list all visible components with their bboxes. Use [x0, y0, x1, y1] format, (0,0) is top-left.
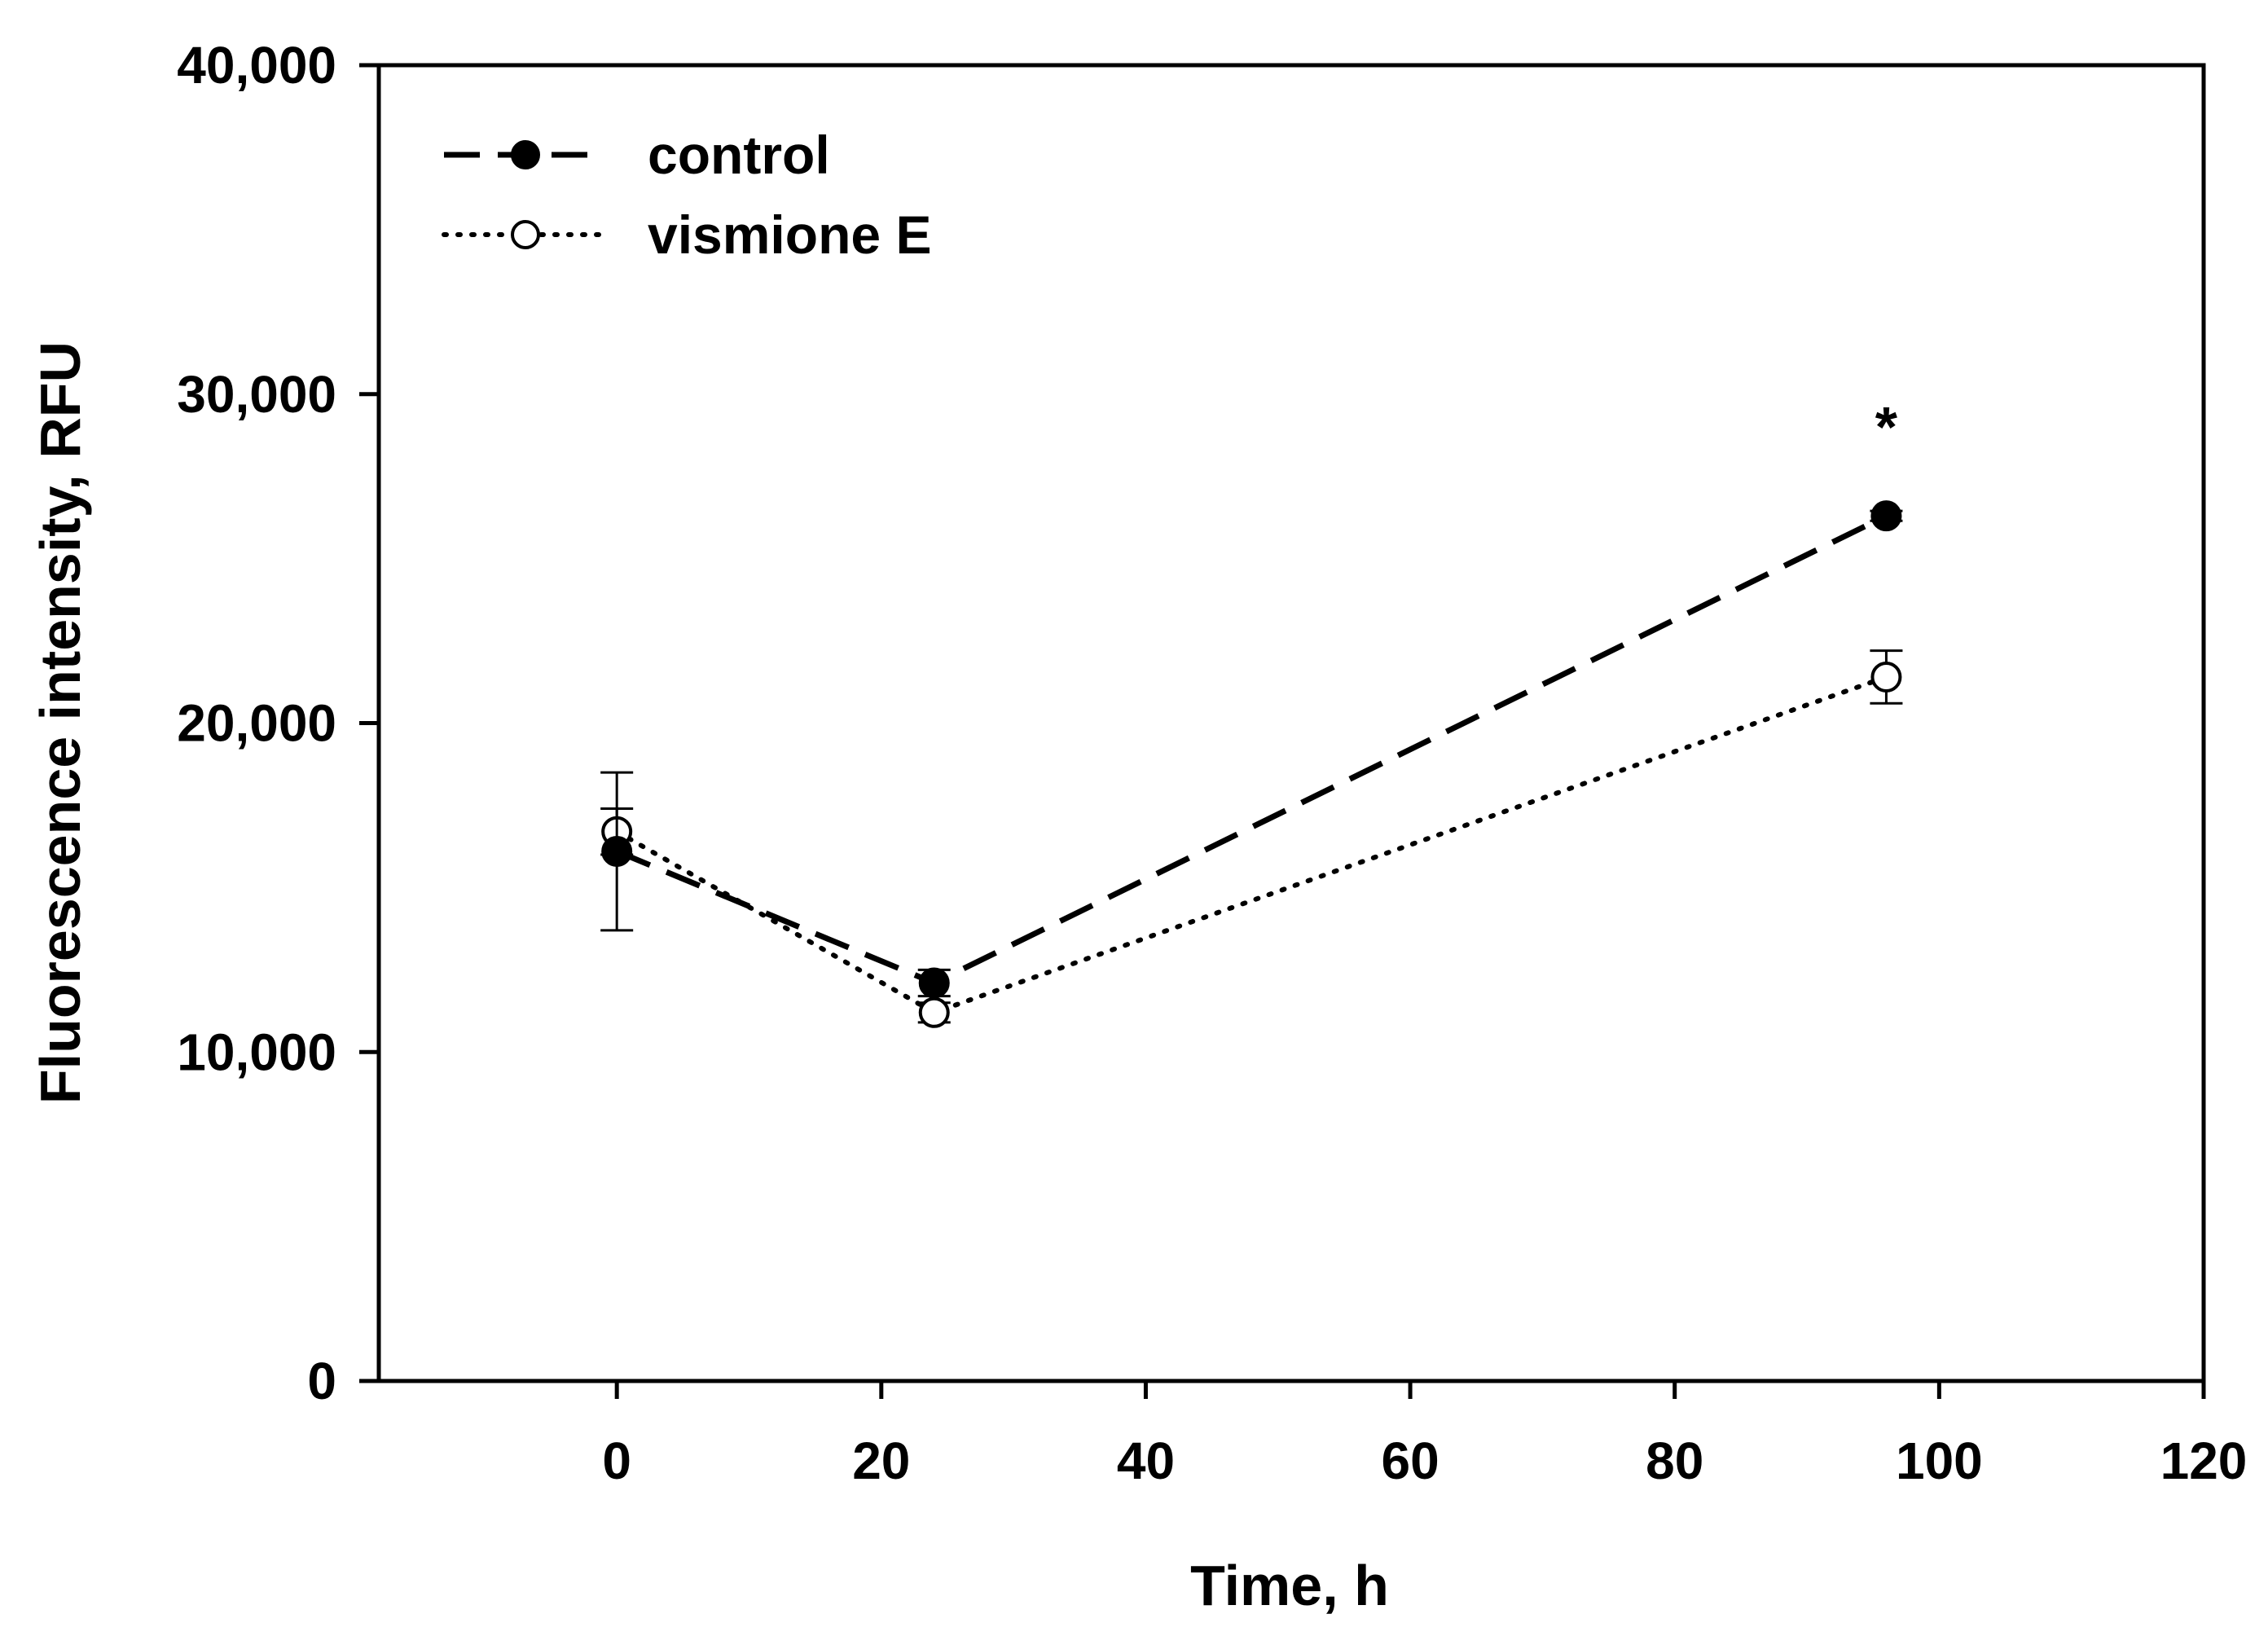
point-control-96: [1870, 500, 1902, 532]
series-control: [600, 500, 1903, 999]
y-tick-label-0: 0: [307, 1352, 336, 1410]
x-tick-label-80: 80: [1646, 1432, 1703, 1490]
y-tick-label-40000: 40,000: [177, 36, 336, 95]
y-tick-label-30000: 30,000: [177, 365, 336, 424]
series-line-control: [615, 512, 1888, 987]
legend-label-control: control: [648, 125, 830, 185]
series-line-vismione-e: [614, 674, 1889, 1016]
significance-asterisk: *: [1875, 395, 1898, 459]
x-tick-label-120: 120: [2160, 1432, 2248, 1490]
series-vismione-e: [600, 649, 1903, 1028]
y-tick-label-20000: 20,000: [177, 694, 336, 753]
series-layer: [600, 500, 1903, 1028]
x-tick-label-40: 40: [1117, 1432, 1175, 1490]
x-axis-title: Time, h: [1190, 1554, 1389, 1617]
legend-marker-vismione-e: [511, 220, 540, 249]
x-tick-label-0: 0: [602, 1432, 631, 1490]
legend: control vismione E: [442, 125, 931, 265]
x-tick-label-60: 60: [1381, 1432, 1439, 1490]
x-tick-label-100: 100: [1896, 1432, 1983, 1490]
y-axis-title: Fluorescence intensity, RFU: [29, 341, 92, 1104]
legend-label-vismione-e: vismione E: [648, 204, 931, 265]
point-control-24: [918, 967, 950, 999]
point-vismione-e-96: [1870, 661, 1902, 693]
point-vismione-e-24: [918, 996, 950, 1028]
axis-ticks: 0 20 40 60 80 100 120 0 10,000 20,000 30,000 40,000: [177, 36, 2247, 1490]
legend-marker-control: [511, 140, 540, 169]
x-tick-label-20: 20: [852, 1432, 910, 1490]
y-tick-label-10000: 10,000: [177, 1023, 336, 1081]
point-control-0: [601, 835, 633, 867]
